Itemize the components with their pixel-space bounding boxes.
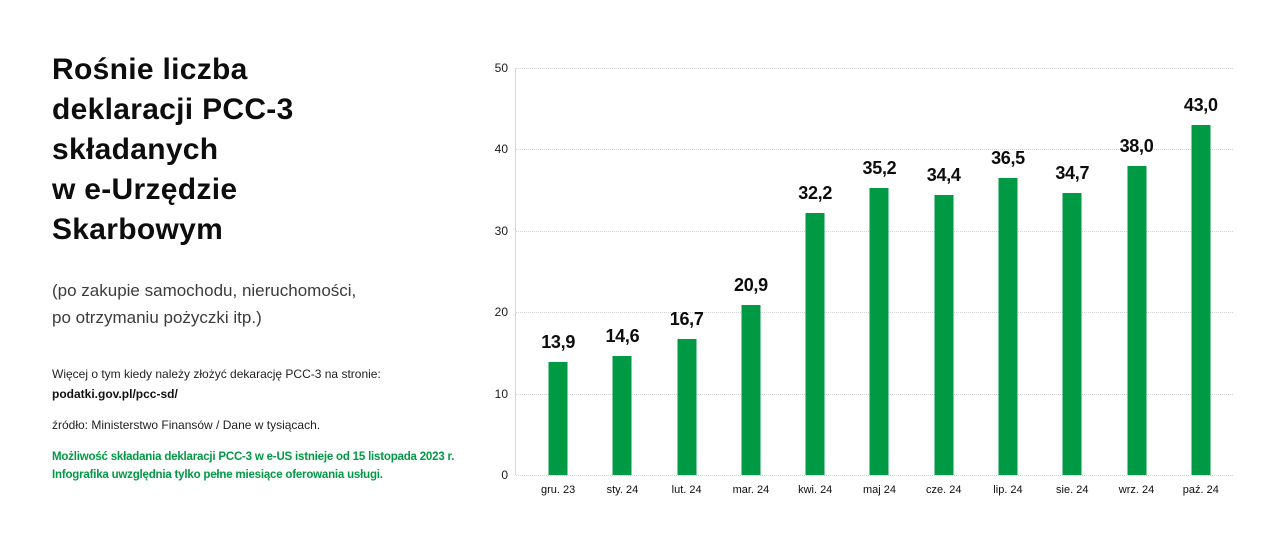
bar-slot: 16,7 lut. 24 — [655, 68, 719, 496]
gridline — [516, 475, 1233, 476]
x-axis-label: wrz. 24 — [1118, 484, 1155, 496]
y-axis-tick: 20 — [494, 305, 508, 320]
gridline — [516, 149, 1233, 151]
left-panel: Rośnie liczba deklaracji PCC-3 składanyc… — [52, 50, 492, 484]
x-axis-label: sie. 24 — [1056, 484, 1089, 496]
source-line: źródło: Ministerstwo Finansów / Dane w t… — [52, 418, 321, 432]
bar-slots: 13,9 gru. 23 14,6 sty. 24 16,7 lut. 24 20,9 mar… — [516, 68, 1233, 496]
bar — [548, 361, 568, 475]
x-axis-label: cze. 24 — [925, 484, 962, 496]
bar — [677, 339, 697, 475]
bar — [869, 188, 889, 475]
x-axis-label: maj 24 — [862, 484, 896, 496]
x-axis-label: paź. 24 — [1182, 484, 1219, 496]
bar-slot: 20,9 mar. 24 — [719, 68, 783, 496]
x-axis-label: lut. 24 — [671, 484, 702, 496]
bar-chart: 13,9 gru. 23 14,6 sty. 24 16,7 lut. 24 20,9 mar… — [490, 60, 1245, 505]
bar-value-label: 14,6 — [605, 326, 640, 347]
bar-value-label: 34,4 — [926, 164, 961, 185]
page-title: Rośnie liczba deklaracji PCC-3 składanyc… — [52, 53, 294, 246]
y-axis-tick: 10 — [494, 386, 508, 401]
bar — [998, 177, 1018, 475]
plot-area: 13,9 gru. 23 14,6 sty. 24 16,7 lut. 24 20,9 mar… — [495, 61, 1233, 496]
x-axis-label: sty. 24 — [606, 484, 639, 496]
x-axis-label: gru. 23 — [541, 484, 576, 496]
page-subtitle: (po zakupie samochodu, nieruchomości, po… — [52, 281, 357, 327]
info-link-url: podatki.gov.pl/pcc-sd/ — [52, 387, 178, 401]
bar-slot: 34,4 cze. 24 — [912, 68, 976, 496]
bar — [1062, 192, 1082, 475]
y-axis-tick: 50 — [494, 61, 508, 75]
bar-slot: 36,5 lip. 24 — [976, 68, 1040, 496]
bar-slot: 14,6 sty. 24 — [590, 68, 654, 496]
x-axis-label: kwi. 24 — [798, 484, 833, 496]
bar-value-label: 43,0 — [1183, 94, 1218, 115]
bar — [1127, 165, 1147, 475]
bar-slot: 34,7 sie. 24 — [1040, 68, 1104, 496]
bar-slot: 38,0 wrz. 24 — [1104, 68, 1168, 496]
x-axis-label: mar. 24 — [732, 484, 770, 496]
bar-value-label: 20,9 — [734, 274, 768, 295]
bar-value-label: 38,0 — [1119, 135, 1154, 156]
y-axis-tick: 40 — [494, 142, 508, 157]
availability-note: Możliwość składania deklaracji PCC-3 w e… — [52, 451, 455, 481]
bar-value-label: 13,9 — [541, 331, 576, 352]
gridline — [516, 68, 1233, 69]
info-line: Więcej o tym kiedy należy złożyć dekarac… — [52, 367, 381, 381]
y-axis-tick: 0 — [501, 468, 508, 482]
bar-value-label: 16,7 — [669, 309, 704, 330]
bar-slot: 35,2 maj 24 — [847, 68, 911, 496]
info-block: Więcej o tym kiedy należy złożyć dekarac… — [52, 364, 492, 404]
bar-slot: 13,9 gru. 23 — [526, 68, 590, 496]
bar-value-label: 36,5 — [991, 147, 1025, 168]
bar-value-label: 35,2 — [862, 158, 897, 179]
bar — [612, 356, 632, 475]
bar-value-label: 32,2 — [798, 182, 833, 203]
bar — [934, 194, 954, 475]
bar-slot: 32,2 kwi. 24 — [783, 68, 847, 496]
bar — [1191, 124, 1211, 475]
bar-value-label: 34,7 — [1055, 162, 1090, 183]
x-axis-label: lip. 24 — [993, 484, 1023, 496]
bar — [741, 304, 761, 475]
bar-slot: 43,0 paź. 24 — [1169, 68, 1233, 496]
bar — [805, 212, 825, 475]
y-axis-tick: 30 — [494, 223, 508, 238]
